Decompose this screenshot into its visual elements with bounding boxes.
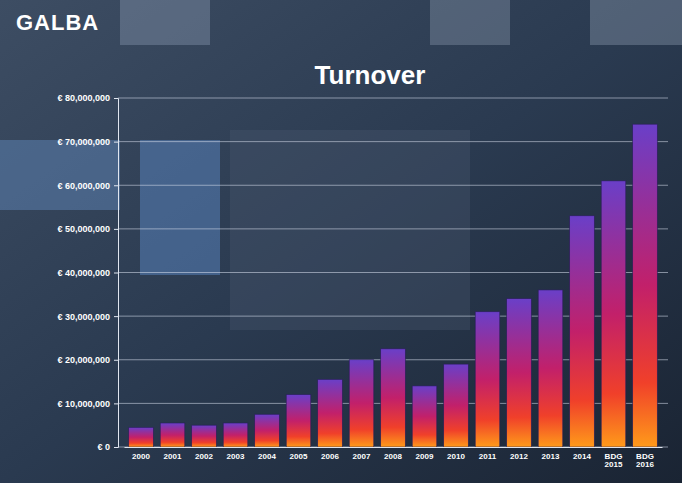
tick-mark bbox=[114, 185, 118, 186]
tick-label: BDG2016 bbox=[636, 452, 654, 470]
bar bbox=[349, 360, 374, 447]
tick: 2011 bbox=[479, 447, 497, 461]
tick: € 80,000,000 bbox=[57, 93, 118, 103]
decor-panel bbox=[140, 140, 220, 275]
tick: 2012 bbox=[510, 447, 528, 461]
tick: 2001 bbox=[164, 447, 182, 461]
tick-label: € 70,000,000 bbox=[57, 137, 110, 147]
bar bbox=[412, 386, 437, 447]
bar bbox=[507, 299, 532, 447]
tick: € 30,000,000 bbox=[57, 312, 118, 322]
tick-mark bbox=[114, 403, 118, 404]
tick: 2013 bbox=[542, 447, 560, 461]
tick-label: 2001 bbox=[164, 452, 182, 461]
tick-label: 2014 bbox=[573, 452, 591, 461]
tick-label: 2006 bbox=[321, 452, 339, 461]
grid-line bbox=[118, 98, 668, 99]
bar bbox=[129, 427, 154, 447]
tick: 2003 bbox=[227, 447, 245, 461]
tick: 2002 bbox=[195, 447, 213, 461]
tick: 2007 bbox=[353, 447, 371, 461]
tick-label: € 10,000,000 bbox=[57, 399, 110, 409]
tick-mark bbox=[114, 273, 118, 274]
bar bbox=[601, 181, 626, 447]
bar bbox=[318, 379, 343, 447]
tick-label: € 0 bbox=[97, 442, 110, 452]
background bbox=[0, 0, 682, 483]
tick: 2006 bbox=[321, 447, 339, 461]
decor-panel bbox=[120, 0, 210, 45]
y-axis: € 0 € 10,000,000 € 20,000,000 € 30,000,000 €… bbox=[57, 93, 118, 452]
bar bbox=[538, 290, 563, 447]
tick-label: 2003 bbox=[227, 452, 245, 461]
tick: € 40,000,000 bbox=[57, 268, 118, 278]
bar bbox=[223, 423, 248, 447]
tick-mark bbox=[114, 447, 118, 448]
axis-line bbox=[114, 99, 119, 448]
title: Turnover bbox=[315, 60, 426, 90]
tick: € 0 bbox=[97, 442, 118, 452]
x-axis: 2000 2001 2002 2003 2004 2005 2006 2007 2008 2009… bbox=[125, 447, 663, 469]
tick: 2000 bbox=[132, 447, 150, 461]
grid bbox=[118, 98, 668, 447]
tick: 2004 bbox=[258, 447, 276, 461]
bar bbox=[255, 414, 280, 447]
bar bbox=[633, 124, 658, 447]
tick-label: € 60,000,000 bbox=[57, 181, 110, 191]
tick: € 10,000,000 bbox=[57, 399, 118, 409]
decor-panel bbox=[230, 130, 470, 330]
tick-mark bbox=[114, 142, 118, 143]
chart: € 0 € 10,000,000 € 20,000,000 € 30,000,000 €… bbox=[0, 0, 682, 483]
tick-mark bbox=[114, 229, 118, 230]
tick-mark bbox=[114, 98, 118, 99]
bar bbox=[381, 349, 406, 447]
tick-mark bbox=[114, 316, 118, 317]
tick-label: 2011 bbox=[479, 452, 497, 461]
tick-mark bbox=[114, 360, 118, 361]
bar bbox=[286, 395, 311, 447]
bar bbox=[160, 423, 185, 447]
tick-label: 2013 bbox=[542, 452, 560, 461]
tick-label: € 50,000,000 bbox=[57, 224, 110, 234]
tick: 2005 bbox=[290, 447, 308, 461]
decor-panel bbox=[590, 0, 682, 45]
bar bbox=[192, 425, 217, 447]
bar bbox=[475, 312, 500, 447]
tick-label: BDG2015 bbox=[605, 452, 623, 470]
bars bbox=[129, 124, 658, 447]
tick: 2014 bbox=[573, 447, 591, 461]
tick-label: € 40,000,000 bbox=[57, 268, 110, 278]
tick: € 50,000,000 bbox=[57, 224, 118, 234]
tick: € 60,000,000 bbox=[57, 181, 118, 191]
tick: 2009 bbox=[416, 447, 434, 461]
tick: 2008 bbox=[384, 447, 402, 461]
tick-label: € 80,000,000 bbox=[57, 93, 110, 103]
tick-label: 2002 bbox=[195, 452, 213, 461]
tick-label: 2007 bbox=[353, 452, 371, 461]
decor-panel bbox=[0, 140, 120, 210]
tick: BDG2015 bbox=[605, 447, 623, 469]
tick-label: 2009 bbox=[416, 452, 434, 461]
bar bbox=[570, 216, 595, 447]
tick: BDG2016 bbox=[636, 447, 654, 469]
tick-label: 2012 bbox=[510, 452, 528, 461]
tick-label: € 20,000,000 bbox=[57, 355, 110, 365]
tick: € 70,000,000 bbox=[57, 137, 118, 147]
tick: 2010 bbox=[447, 447, 465, 461]
logo: GALBA bbox=[16, 10, 99, 35]
tick-label: 2000 bbox=[132, 452, 150, 461]
grid-line bbox=[118, 141, 668, 142]
tick-label: € 30,000,000 bbox=[57, 312, 110, 322]
tick-label: 2010 bbox=[447, 452, 465, 461]
axis-line bbox=[125, 447, 663, 448]
tick-label: 2008 bbox=[384, 452, 402, 461]
bar bbox=[444, 364, 469, 447]
grid-line bbox=[118, 185, 668, 186]
tick-label: 2004 bbox=[258, 452, 276, 461]
tick-label: 2005 bbox=[290, 452, 308, 461]
tick: € 20,000,000 bbox=[57, 355, 118, 365]
decor-panel bbox=[430, 0, 510, 45]
